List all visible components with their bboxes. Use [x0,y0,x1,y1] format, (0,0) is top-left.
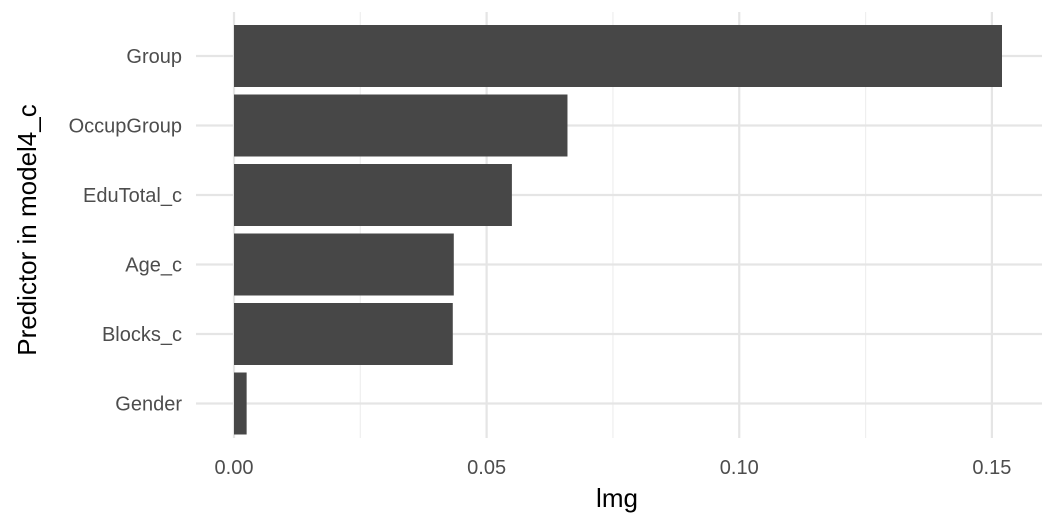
bar-occupgroup [234,94,568,157]
x-tick-labels: 0.00 0.05 0.10 0.15 [215,457,1012,479]
y-tick-label: Gender [115,394,182,416]
x-axis-title: lmg [596,483,638,513]
bar-group [234,25,1002,87]
y-tick-label: Blocks_c [102,324,182,346]
bar-gender [234,372,247,435]
x-tick-label: 0.05 [467,457,506,479]
x-tick-label: 0.00 [215,457,254,479]
y-tick-label: OccupGroup [69,116,182,138]
y-tick-labels: Group OccupGroup EduTotal_c Age_c Blocks_c Ge… [69,46,183,416]
y-tick-label: Group [126,46,182,68]
x-tick-label: 0.10 [720,457,759,479]
bar-blocks-c [234,303,453,365]
bars-layer [234,25,1002,435]
y-axis-title: Predictor in model4_c [12,104,42,355]
x-tick-label: 0.15 [972,457,1011,479]
y-tick-label: EduTotal_c [83,185,182,207]
y-tick-label: Age_c [125,255,182,277]
bar-edutotal-c [234,164,512,226]
bar-age-c [234,233,454,296]
